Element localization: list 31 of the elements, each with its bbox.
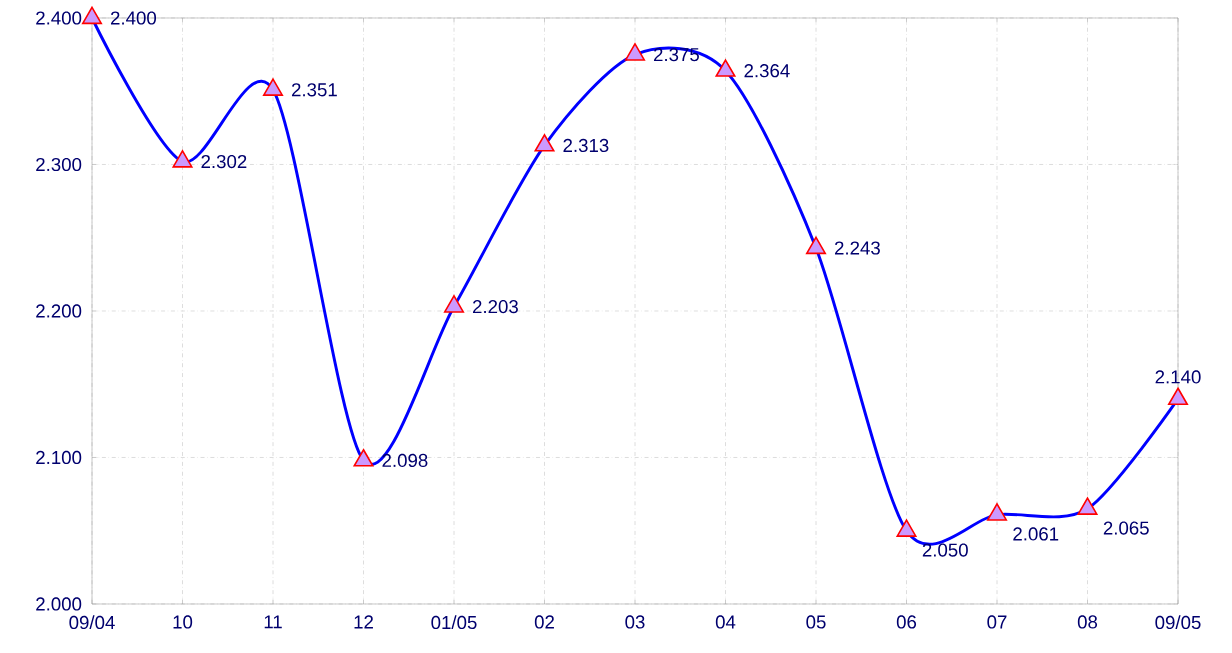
data-label: 2.364 <box>744 63 790 78</box>
x-tick-label: 04 <box>715 615 736 629</box>
data-label: 2.400 <box>110 11 157 25</box>
x-tick-label: 08 <box>1077 615 1098 629</box>
x-tick-label: 10 <box>173 615 193 629</box>
y-tick-label: 2.100 <box>36 450 82 464</box>
x-tick-label: 07 <box>987 615 1007 629</box>
data-label: 2.302 <box>201 154 247 169</box>
x-tick-label: 03 <box>625 615 645 629</box>
data-label: 2.351 <box>291 83 337 97</box>
data-label: 2.098 <box>382 453 428 467</box>
x-tick-label: 05 <box>806 615 826 629</box>
data-label: 2.203 <box>472 299 518 314</box>
data-label: 2.061 <box>1013 527 1059 541</box>
data-label: 2.065 <box>1103 521 1149 535</box>
y-tick-label: 2.200 <box>36 304 82 318</box>
x-tick-label: 09/05 <box>1155 615 1201 629</box>
x-tick-label: 12 <box>354 615 373 629</box>
x-tick-label: 11 <box>264 615 282 629</box>
data-label: 2.313 <box>563 138 609 152</box>
x-tick-label: 09/04 <box>69 615 115 629</box>
x-tick-label: 01/05 <box>431 615 477 629</box>
x-tick-label: 06 <box>896 615 917 629</box>
y-tick-label: 2.400 <box>36 11 82 25</box>
data-label: 2.243 <box>834 241 880 255</box>
data-label: 2.050 <box>922 543 968 557</box>
x-tick-label: 02 <box>534 615 554 629</box>
y-tick-label: 2.300 <box>36 157 82 171</box>
y-tick-label: 2.000 <box>36 597 82 611</box>
data-label: 2.140 <box>1155 370 1201 384</box>
data-label: 2.375 <box>653 47 699 62</box>
